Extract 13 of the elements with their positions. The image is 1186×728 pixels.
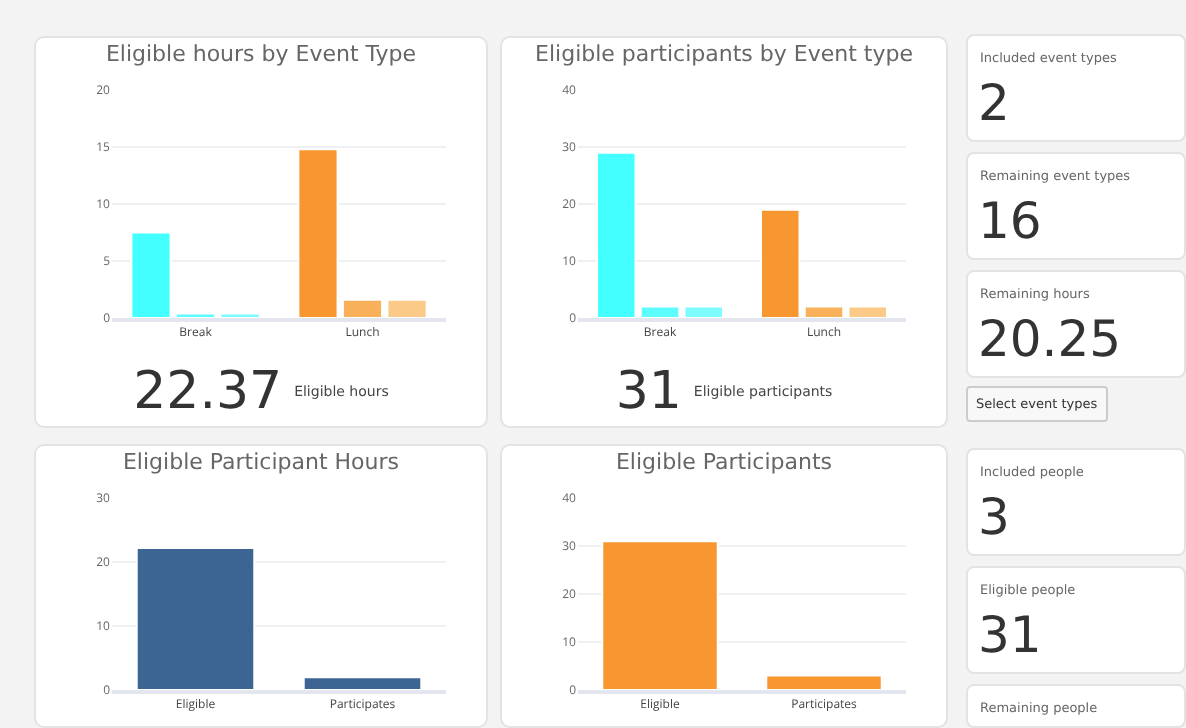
bar: [683, 305, 724, 318]
bar: [847, 305, 888, 318]
chart-title: Eligible hours by Event Type: [105, 41, 417, 68]
chart-title: Eligible participants by Event type: [535, 41, 914, 68]
text: 16: [978, 192, 1044, 250]
chart-title: Eligible Participants: [615, 449, 833, 476]
text: 31: [615, 362, 682, 422]
text: 3: [978, 488, 1012, 546]
text: 20.25: [978, 310, 1124, 368]
text: 2: [978, 74, 1012, 132]
text: 22.37: [133, 362, 283, 422]
text: 31: [978, 606, 1044, 664]
chart-title: Eligible Participant Hours: [122, 449, 400, 476]
